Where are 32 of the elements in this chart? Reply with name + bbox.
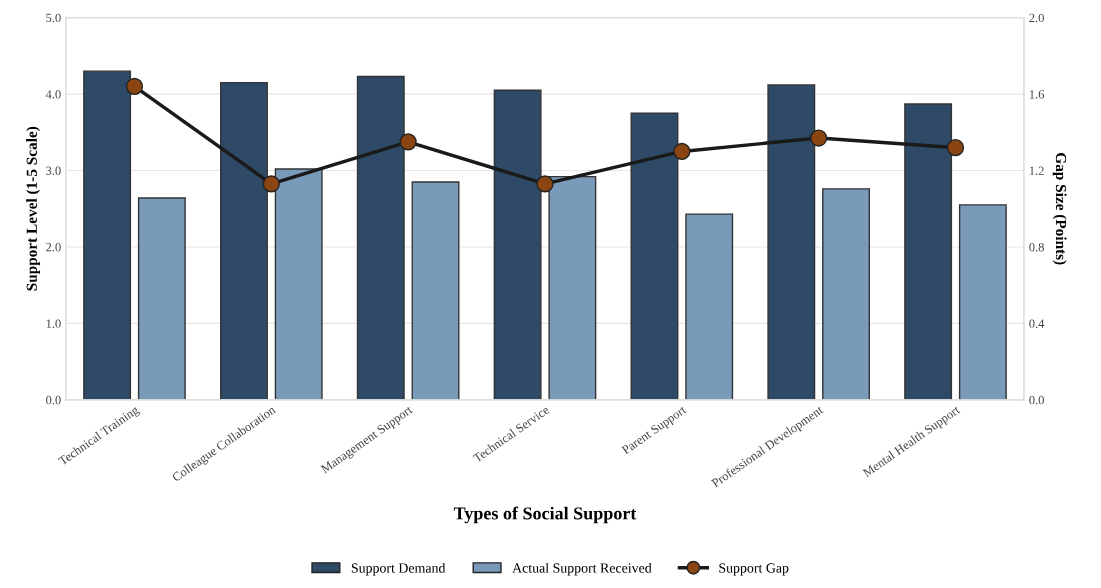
y2-tick-label: 0.0: [1029, 395, 1044, 405]
bar: [274, 168, 323, 400]
bar: [630, 112, 679, 400]
y2-tick-label: 1.6: [1029, 90, 1045, 99]
y-tick-label: 4.0: [45, 90, 61, 99]
y2-axis-title: Gap Size (Points): [1052, 153, 1067, 265]
bar: [822, 188, 870, 400]
x-axis-title: Types of Social Support: [453, 506, 637, 524]
bar: [767, 84, 816, 400]
bar: [904, 103, 953, 400]
bar: [685, 213, 734, 400]
y2-tick-label: 0.4: [1029, 319, 1045, 328]
y2-tick-label: 0.8: [1029, 242, 1044, 252]
y-tick-label: 1.0: [46, 319, 61, 328]
legend-label: Support Demand: [351, 562, 446, 576]
y2-tick-label: 2.0: [1029, 13, 1044, 23]
bar: [548, 175, 597, 400]
y-tick-label: 0.0: [46, 395, 61, 405]
y-tick-label: 3.0: [46, 166, 61, 176]
y2-tick-label: 1.2: [1029, 166, 1044, 176]
bar: [493, 89, 542, 400]
bar: [411, 181, 460, 400]
bar: [83, 70, 132, 400]
bar: [958, 204, 1007, 400]
legend-label: Actual Support Received: [512, 562, 652, 576]
bar: [356, 75, 405, 400]
y-axis-title: Support Level (1-5 Scale): [26, 126, 41, 291]
bar: [219, 81, 268, 400]
y-tick-label: 2.0: [46, 242, 61, 252]
y-tick-label: 5.0: [46, 13, 61, 23]
bar: [137, 197, 186, 400]
legend-label: Support Gap: [719, 563, 789, 576]
